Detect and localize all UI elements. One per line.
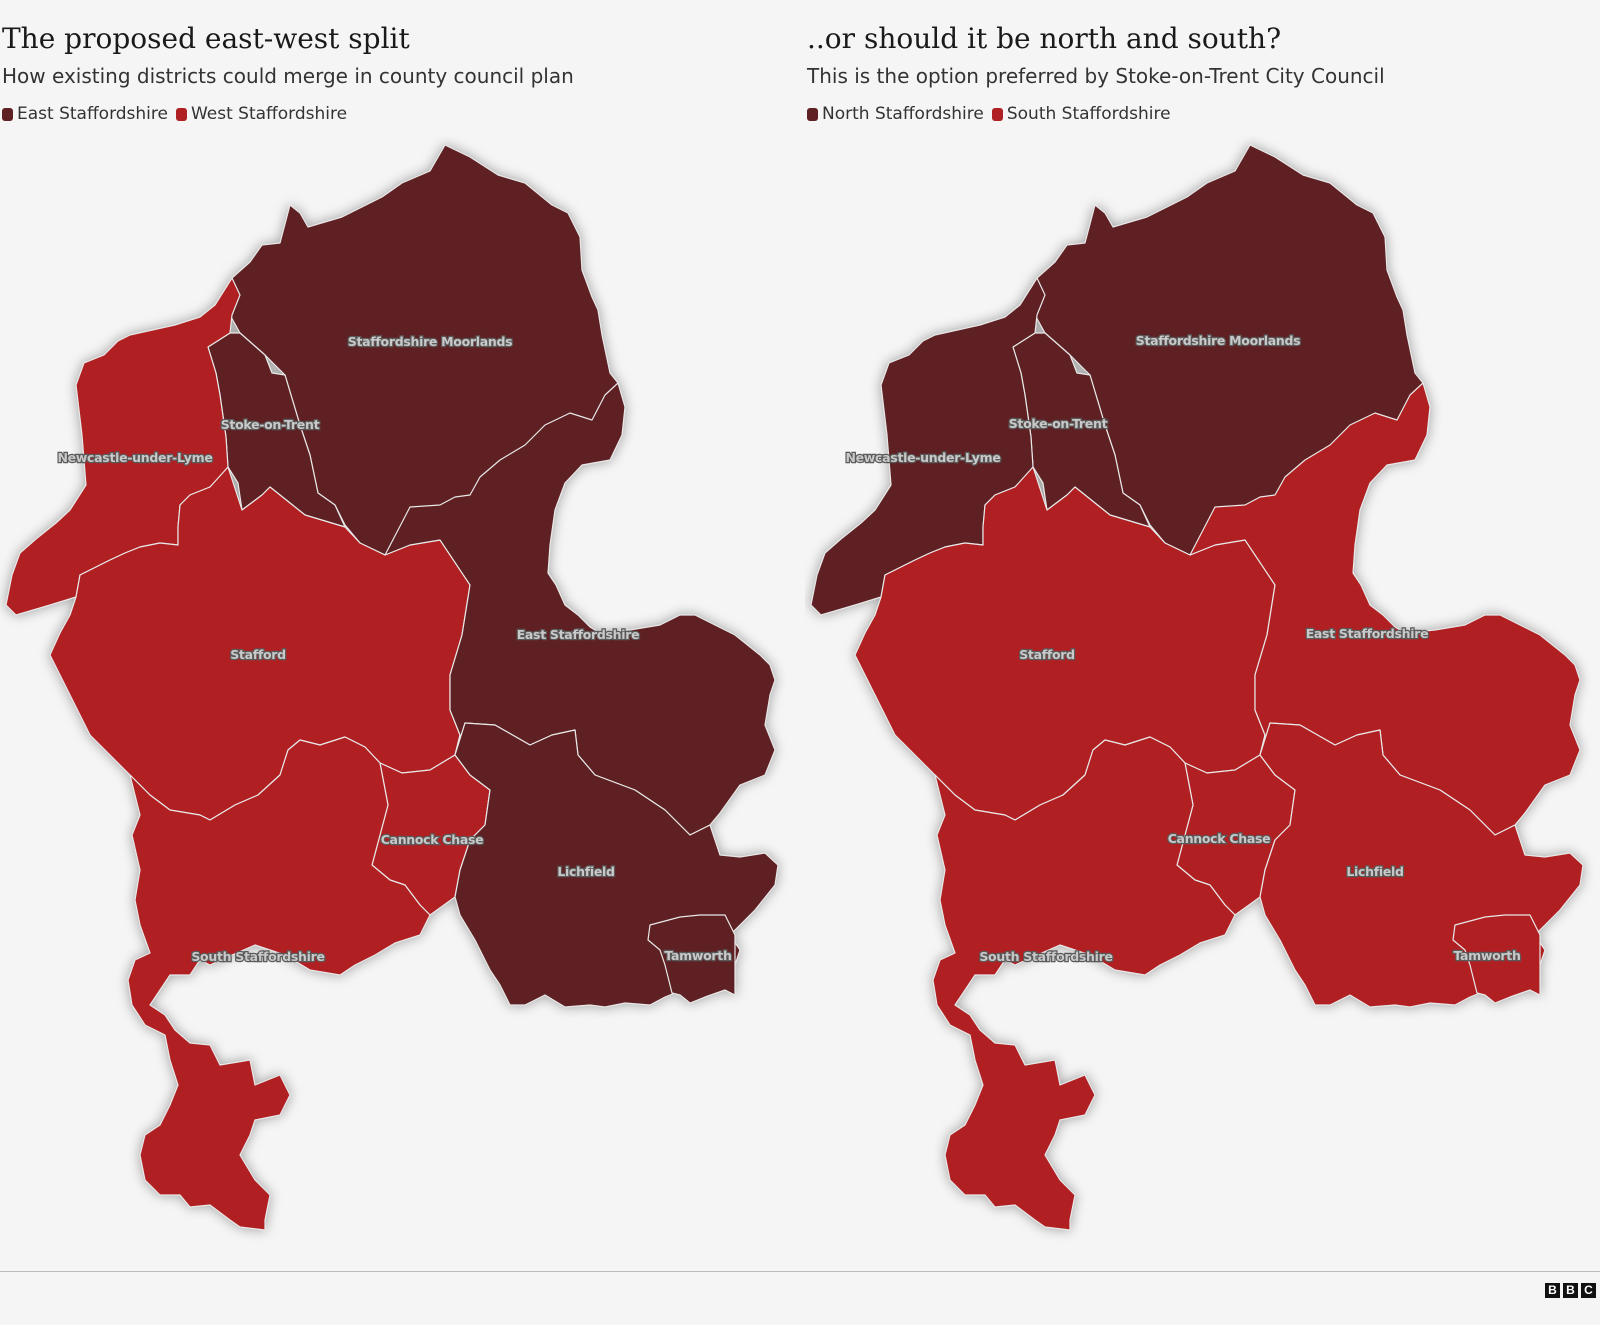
legend-item-west-staffordshire: West Staffordshire [175,104,348,124]
legend-swatch-east [2,107,13,121]
legend-swatch-west [175,107,187,121]
label-staffordshire-moorlands: Staffordshire Moorlands [348,334,513,349]
legend-label: South Staffordshire [1006,104,1171,124]
bbc-logo-letter: C [1581,1283,1596,1298]
label-newcastle-under-lyme: Newcastle-under-Lyme [57,450,212,465]
label-tamworth: Tamworth [1453,948,1520,963]
legend-item-south-staffordshire: South Staffordshire [991,104,1171,124]
label-stafford: Stafford [230,647,286,662]
legend-swatch-north [807,107,818,121]
bbc-logo-letter: B [1563,1283,1578,1298]
label-east-staffordshire: East Staffordshire [517,627,640,642]
bbc-logo: B B C [1545,1283,1596,1298]
legend-item-east-staffordshire: East Staffordshire [2,104,168,124]
map-subtitle: How existing districts could merge in co… [2,64,574,88]
map-panel-north-south: ..or should it be north and south? This … [805,0,1595,1270]
label-stoke-on-trent: Stoke-on-Trent [221,417,320,432]
legend-label: East Staffordshire [17,104,168,124]
map-subtitle: This is the option preferred by Stoke-on… [807,64,1385,88]
legend-item-north-staffordshire: North Staffordshire [807,104,984,124]
map-panel-east-west: The proposed east-west split How existin… [0,0,790,1270]
district-south-staffordshire[interactable] [127,736,431,1231]
map-legend: North Staffordshire South Staffordshire [807,104,1171,124]
label-staffordshire-moorlands: Staffordshire Moorlands [1136,333,1301,348]
label-cannock-chase: Cannock Chase [381,832,484,847]
map-legend: East Staffordshire West Staffordshire [2,104,347,124]
bbc-logo-letter: B [1545,1283,1560,1298]
label-lichfield: Lichfield [557,864,614,879]
label-tamworth: Tamworth [664,948,731,963]
label-cannock-chase: Cannock Chase [1168,831,1271,846]
label-east-staffordshire: East Staffordshire [1306,626,1429,641]
map-title: The proposed east-west split [2,22,410,55]
label-lichfield: Lichfield [1346,864,1403,879]
label-south-staffordshire: South Staffordshire [979,949,1112,964]
label-newcastle-under-lyme: Newcastle-under-Lyme [845,450,1000,465]
legend-label: West Staffordshire [190,104,348,124]
label-south-staffordshire: South Staffordshire [191,949,324,964]
label-stoke-on-trent: Stoke-on-Trent [1009,416,1108,431]
district-south-staffordshire[interactable] [932,736,1236,1231]
footer-divider [0,1271,1600,1272]
map-title: ..or should it be north and south? [807,22,1282,55]
label-stafford: Stafford [1019,647,1075,662]
legend-swatch-south [991,107,1003,121]
legend-label: North Staffordshire [822,104,984,124]
staffordshire-map: Staffordshire Moorlands Stoke-on-Trent N… [810,144,1584,1231]
staffordshire-map: Staffordshire Moorlands Stoke-on-Trent N… [5,144,779,1231]
